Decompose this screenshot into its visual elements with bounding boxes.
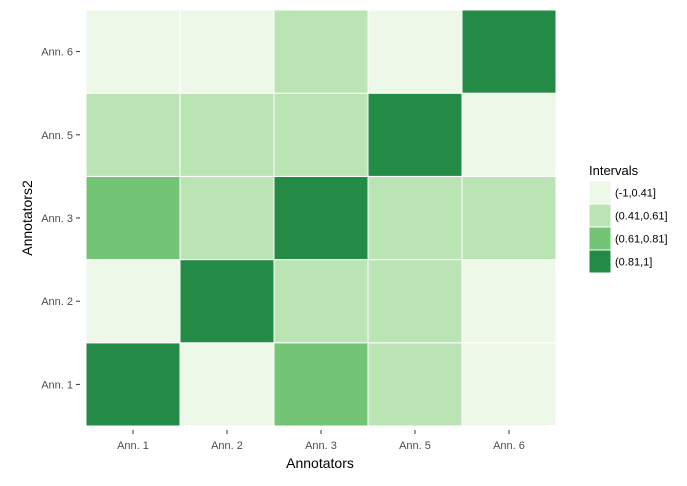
- heatmap-cell: [461, 9, 557, 94]
- heatmap-cell: [461, 92, 557, 177]
- heatmap-cell: [273, 9, 369, 94]
- x-tick-label: Ann. 6: [493, 440, 525, 452]
- heatmap-cell: [179, 342, 275, 427]
- legend-title: Intervals: [589, 163, 639, 178]
- heatmap-cell: [461, 259, 557, 344]
- heatmap-cell: [179, 92, 275, 177]
- heatmap-cell: [367, 175, 463, 261]
- y-tick-label: Ann. 6: [41, 47, 73, 59]
- heatmap-cell: [85, 9, 181, 94]
- heatmap-cell: [85, 175, 181, 261]
- heatmap-cell: [179, 175, 275, 261]
- legend-swatch: [588, 226, 612, 251]
- heatmap-cell: [273, 259, 369, 344]
- heatmap-cells: [85, 9, 557, 427]
- heatmap-cell: [367, 9, 463, 94]
- y-tick-label: Ann. 5: [41, 130, 73, 142]
- y-tick-label: Ann. 2: [41, 296, 73, 308]
- y-axis-title: Annotators2: [19, 180, 35, 256]
- legend-label: (0.41,0.61]: [615, 211, 668, 223]
- x-tick-label: Ann. 1: [117, 440, 149, 452]
- legend-label: (0.61,0.81]: [615, 234, 668, 246]
- legend-swatch: [588, 203, 612, 228]
- x-tick-label: Ann. 2: [211, 440, 243, 452]
- heatmap-cell: [367, 342, 463, 427]
- heatmap-cell: [179, 259, 275, 344]
- x-tick-label: Ann. 3: [305, 440, 337, 452]
- y-tick-label: Ann. 3: [41, 213, 73, 225]
- legend: Intervals (-1,0.41] (0.41,0.61] (0.61,0.81…: [588, 163, 668, 274]
- heatmap-cell: [461, 342, 557, 427]
- heatmap-cell: [179, 9, 275, 94]
- heatmap-cell: [85, 92, 181, 177]
- legend-swatch: [588, 180, 612, 205]
- legend-label: (-1,0.41]: [615, 188, 656, 200]
- y-tick-label: Ann. 1: [41, 379, 73, 391]
- heatmap-cell: [461, 175, 557, 261]
- heatmap-cell: [367, 92, 463, 177]
- x-tick-label: Ann. 5: [399, 440, 431, 452]
- y-axis-ticks: Ann. 1 Ann. 2 Ann. 3 Ann. 5 Ann. 6: [41, 47, 80, 391]
- legend-swatch: [588, 249, 612, 274]
- x-axis-ticks: Ann. 1 Ann. 2 Ann. 3 Ann. 5 Ann. 6: [117, 430, 525, 452]
- heatmap-cell: [273, 342, 369, 427]
- heatmap-cell: [273, 175, 369, 261]
- x-axis-title: Annotators: [286, 455, 354, 471]
- heatmap-cell: [273, 92, 369, 177]
- heatmap-cell: [367, 259, 463, 344]
- legend-label: (0.81,1]: [615, 257, 652, 269]
- heatmap-cell: [85, 342, 181, 427]
- heatmap-cell: [85, 259, 181, 344]
